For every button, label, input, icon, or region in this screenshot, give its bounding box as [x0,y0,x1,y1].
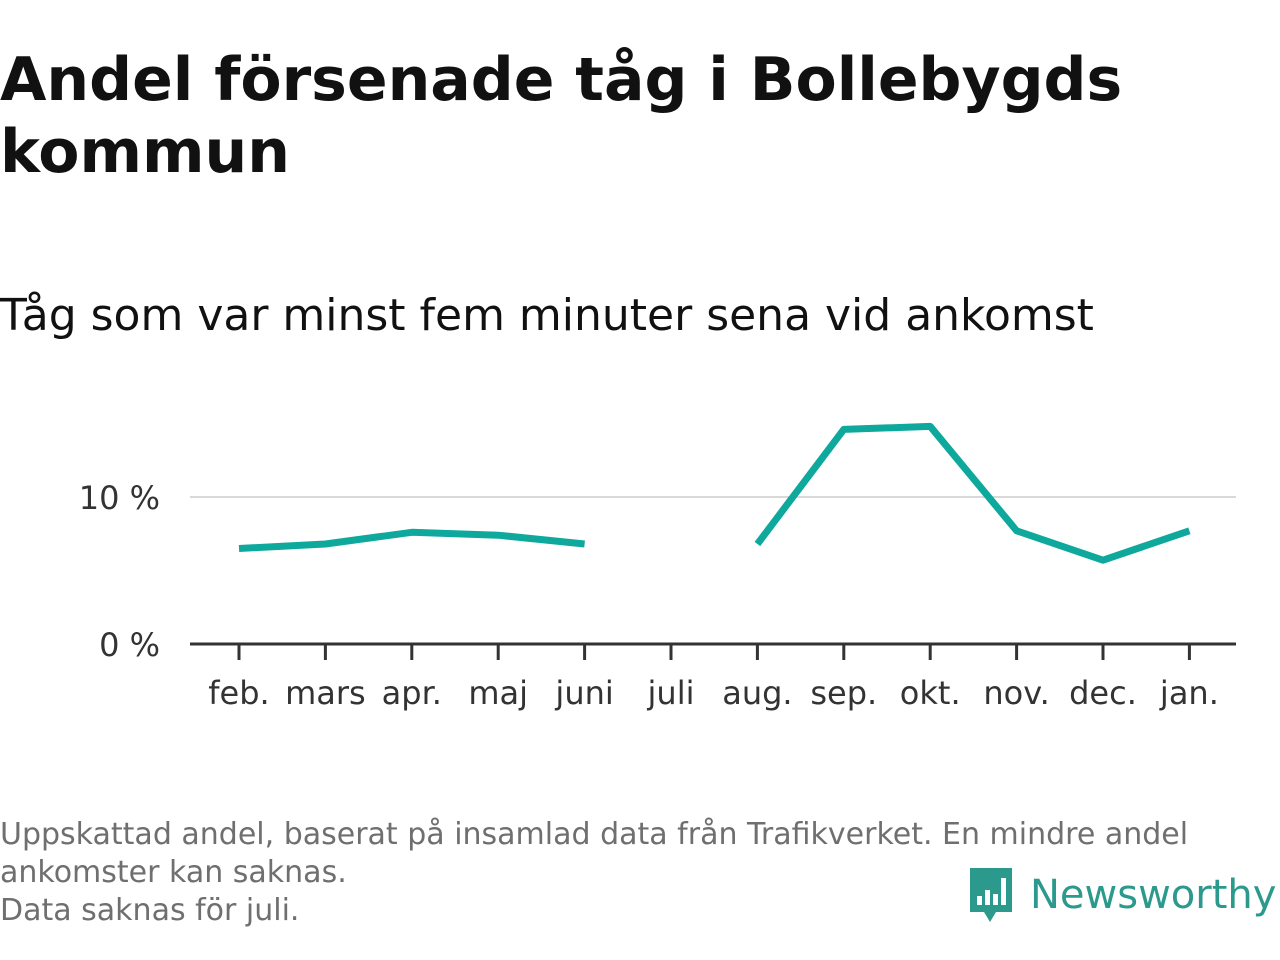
brand-name: Newsworthy [1030,872,1277,918]
chart-subtitle: Tåg som var minst fem minuter sena vid a… [0,290,1094,341]
x-tick-label: jan. [1159,674,1219,712]
y-tick-label: 0 % [99,626,160,664]
x-tick-label: feb. [208,674,269,712]
chart-title: Andel försenade tåg i Bollebygds kommun [0,45,1123,187]
series-line-segment [754,422,1191,564]
y-tick-label: 10 % [79,479,160,517]
x-axis-tick-labels: feb. mars apr. maj juni juli aug. sep. okt. nov. d… [208,674,1219,712]
x-tick-label: nov. [983,674,1049,712]
x-tick-label: juli [647,674,695,712]
series-line-segment [238,528,585,552]
newsworthy-logo-icon [970,868,1012,922]
footnote-line: Uppskattad andel, baserat på insamlad da… [0,817,1189,852]
y-axis-tick-labels: 0 % 10 % [79,479,160,664]
line-chart: 0 % 10 % feb. mars apr. maj juni juli aug. sep. o… [79,422,1236,712]
footnote-line: ankomster kan saknas. [0,855,347,890]
x-tick-label: okt. [900,674,961,712]
x-tick-label: sep. [810,674,877,712]
x-tick-label: maj [468,674,528,712]
x-tick-label: aug. [722,674,792,712]
data-lines [238,422,1191,564]
x-tick-label: dec. [1069,674,1137,712]
x-axis [190,642,1236,660]
x-tick-label: apr. [382,674,442,712]
footnote-line: Data saknas för juli. [0,893,300,928]
x-tick-label: juni [554,674,613,712]
brand-logo: Newsworthy [966,864,1276,926]
footnotes: Uppskattad andel, baserat på insamlad da… [0,816,1270,930]
x-tick-label: mars [285,674,366,712]
